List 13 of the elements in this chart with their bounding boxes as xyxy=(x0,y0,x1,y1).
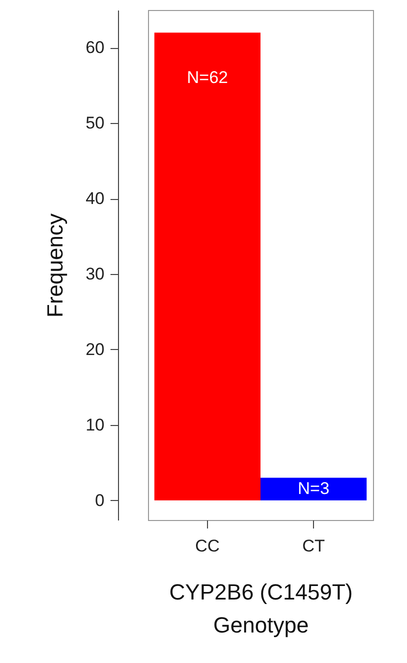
data-label: N=62 xyxy=(186,68,228,87)
y-tick-label: 30 xyxy=(86,264,104,284)
y-tick-label: 20 xyxy=(86,340,104,359)
y-tick-label: 10 xyxy=(86,415,104,434)
y-tick-label: 50 xyxy=(86,114,104,133)
x-tick-label: CT xyxy=(302,536,325,556)
y-tick-label: 60 xyxy=(86,38,104,58)
y-tick-label: 40 xyxy=(86,189,104,208)
y-axis-title: Frequency xyxy=(42,214,68,318)
data-label: N=3 xyxy=(298,479,330,498)
x-tick-label: CC xyxy=(195,536,220,556)
y-tick-label: 0 xyxy=(95,490,104,510)
x-axis-title: CYP2B6 (C1459T) Genotype xyxy=(169,580,353,638)
